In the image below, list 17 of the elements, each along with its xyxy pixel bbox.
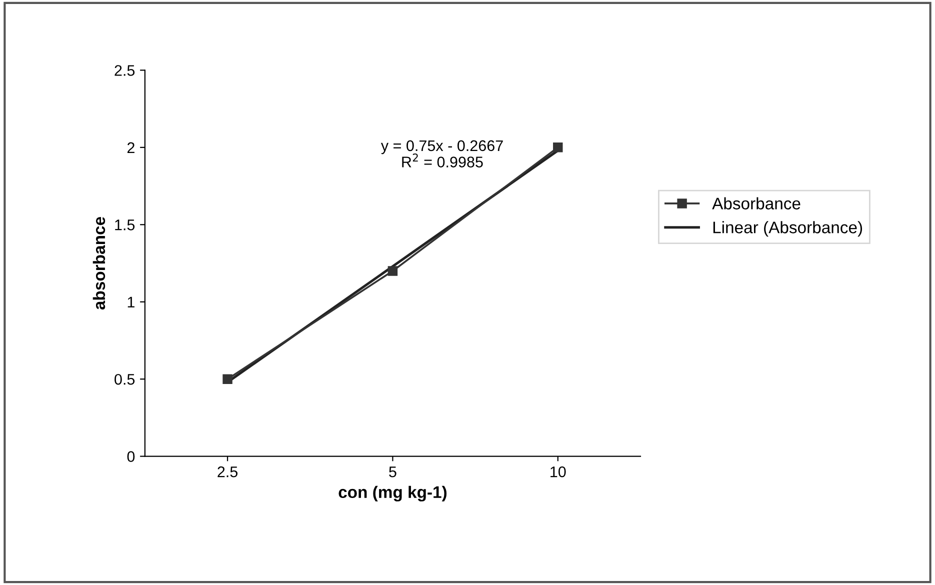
annotation: y = 0.75x - 0.2667 R$^{2}$ = 0.9985 <box>380 140 503 168</box>
y-axis-title: absorbance <box>92 217 106 310</box>
x-axis-title: con (mg kg-1) <box>338 486 447 502</box>
x-tick-label: 10 <box>550 466 566 478</box>
point <box>388 266 398 276</box>
y-tick-label: 2.5 <box>114 65 135 76</box>
point <box>222 374 232 384</box>
y-tick-label: 0.5 <box>114 374 135 385</box>
x-tick-label: 5 <box>389 466 396 478</box>
legend-label: Absorbance <box>712 197 800 210</box>
legend-label: Linear (Absorbance) <box>713 221 862 237</box>
y-tick-label: 1.5 <box>115 220 135 230</box>
y-tick-label: 2 <box>127 142 134 153</box>
x-tick-label: 2.5 <box>218 466 238 478</box>
point <box>553 142 563 152</box>
y-tick-label: 1 <box>128 296 134 308</box>
y-tick-label: 0 <box>127 451 135 462</box>
